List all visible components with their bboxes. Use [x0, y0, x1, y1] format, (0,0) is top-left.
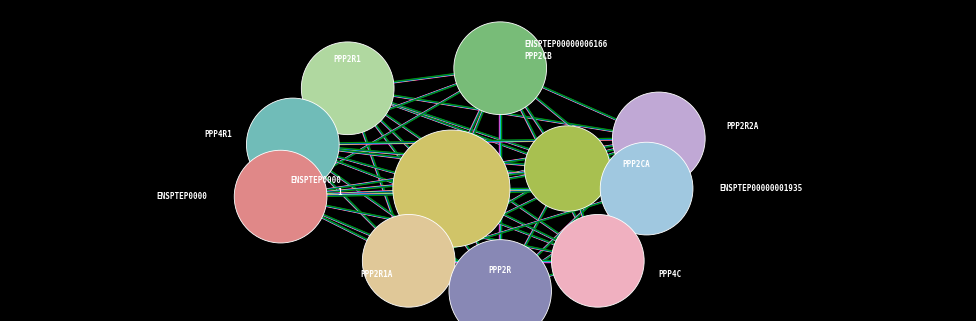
- Text: PPP2R1A: PPP2R1A: [360, 270, 392, 279]
- Text: ENSPTEP00000006166: ENSPTEP00000006166: [525, 40, 608, 49]
- Text: PPP2CB: PPP2CB: [525, 52, 552, 61]
- Text: PPP2R2A: PPP2R2A: [726, 122, 758, 131]
- Ellipse shape: [234, 150, 327, 243]
- Text: PPP4C: PPP4C: [659, 270, 682, 279]
- Text: ENSPTEP00000001935: ENSPTEP00000001935: [720, 184, 803, 193]
- Text: PPP2R1: PPP2R1: [334, 55, 361, 64]
- Text: ENSPTEP0000: ENSPTEP0000: [156, 192, 208, 201]
- Ellipse shape: [449, 240, 551, 321]
- Ellipse shape: [551, 214, 644, 307]
- Ellipse shape: [362, 214, 455, 307]
- Text: PPP2R: PPP2R: [489, 266, 511, 275]
- Ellipse shape: [525, 126, 610, 211]
- Ellipse shape: [600, 142, 693, 235]
- Text: PPP4R1: PPP4R1: [204, 130, 231, 139]
- Ellipse shape: [392, 130, 509, 247]
- Ellipse shape: [246, 98, 340, 191]
- Ellipse shape: [302, 42, 394, 134]
- Text: PPP2CA: PPP2CA: [623, 160, 650, 169]
- Text: ENSPTEP0000: ENSPTEP0000: [291, 176, 342, 185]
- Ellipse shape: [454, 22, 547, 115]
- Ellipse shape: [613, 92, 706, 185]
- Text: 1: 1: [337, 188, 342, 197]
